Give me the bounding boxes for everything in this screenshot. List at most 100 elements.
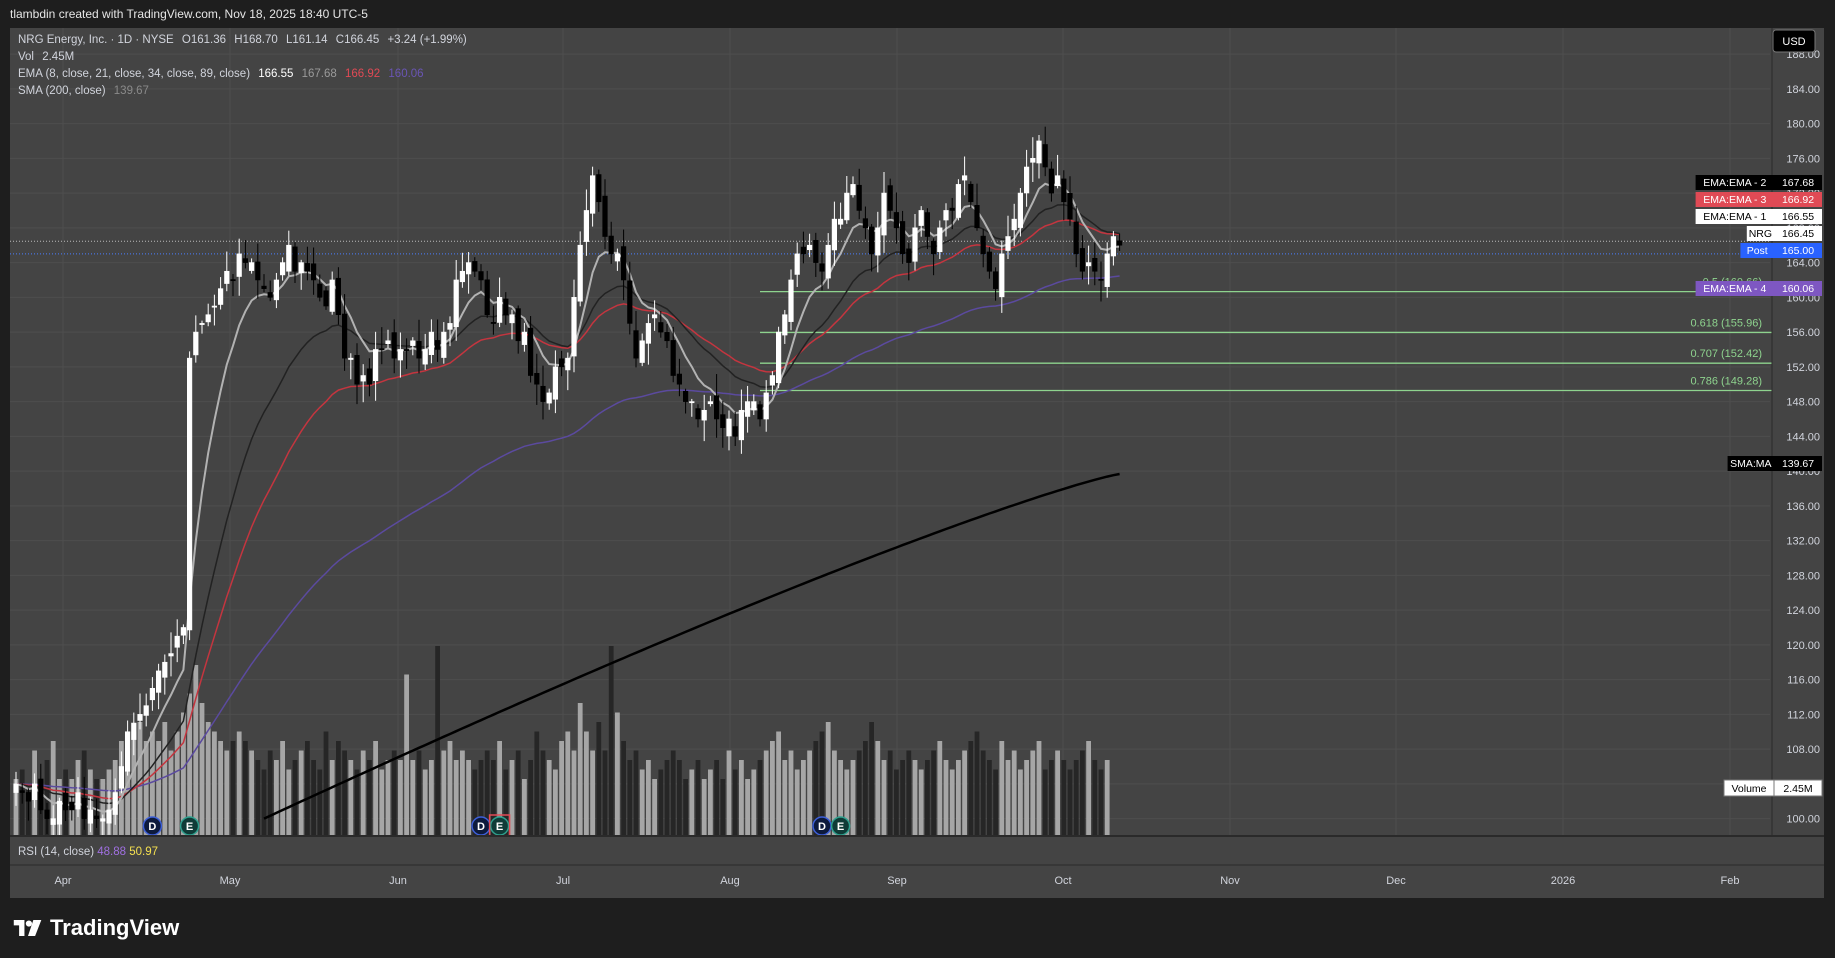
candle [304, 263, 311, 272]
volume-bar [925, 760, 930, 836]
volume-bar [174, 731, 180, 836]
candle [441, 331, 447, 358]
fib-label: 0.707 (152.42) [1690, 348, 1762, 360]
time-tick-label: Sep [887, 875, 907, 887]
volume-bar [633, 750, 639, 836]
currency-button[interactable]: USD [1772, 29, 1816, 53]
volume-bar [1018, 769, 1023, 836]
candle [924, 212, 930, 237]
volume-bar [869, 722, 874, 836]
volume-bar [565, 731, 571, 836]
rsi-label[interactable]: RSI (14, close) [18, 846, 95, 858]
chart-header: tlambdin created with TradingView.com, N… [10, 7, 368, 21]
volume-bar [974, 731, 980, 836]
volume-bar [956, 760, 961, 836]
volume-bar [962, 750, 967, 836]
candle [267, 292, 273, 298]
tradingview-logo[interactable]: TradingView [12, 915, 179, 941]
candle [775, 331, 782, 384]
volume-bar [255, 760, 261, 836]
candle [1042, 144, 1048, 168]
volume-bar [441, 750, 447, 836]
candle [1117, 240, 1123, 246]
candle [1110, 236, 1116, 257]
volume-bar [503, 769, 509, 836]
candle [974, 205, 980, 229]
candle [354, 355, 360, 385]
time-tick-label: May [220, 875, 241, 887]
candle [149, 688, 156, 701]
price-tick-label: 144.00 [1786, 431, 1820, 443]
gridlines [10, 28, 1770, 836]
currency-label: USD [1782, 36, 1805, 48]
candle [602, 195, 608, 237]
price-tick-label: 148.00 [1786, 397, 1820, 409]
time-tick-label: Dec [1386, 875, 1406, 887]
sma-200-line [263, 472, 1120, 820]
volume-bar [1024, 760, 1029, 836]
price-tick-label: 152.00 [1786, 362, 1820, 374]
volume-bar [1030, 750, 1036, 836]
volume-bar [968, 741, 974, 836]
volume-label[interactable]: Vol [18, 51, 34, 63]
volume-bar [298, 750, 304, 836]
candle [391, 332, 397, 359]
candle [385, 340, 391, 345]
volume-bar [367, 760, 372, 836]
candle [980, 235, 986, 255]
tag-value: 166.45 [1782, 228, 1814, 240]
ema-value-2: 167.68 [301, 68, 337, 80]
tag-label-bg [1695, 209, 1774, 224]
volume-tag-value: 2.45M [1783, 783, 1812, 795]
ema-label[interactable]: EMA (8, close, 21, close, 34, close, 89,… [18, 68, 251, 80]
candle [769, 375, 775, 386]
volume-bar [515, 750, 521, 836]
sma-label[interactable]: SMA (200, close) [18, 85, 106, 97]
volume-bar [404, 674, 409, 836]
volume-bar [732, 769, 738, 836]
candle [459, 270, 466, 283]
volume-bar [422, 769, 428, 836]
volume-bar [608, 646, 614, 836]
candle [410, 340, 416, 346]
tag-label: EMA:EMA - 3 [1703, 194, 1766, 206]
symbol-name[interactable]: NRG Energy, Inc. · 1D · NYSE [18, 34, 174, 46]
candle [658, 322, 664, 333]
candle [689, 401, 695, 404]
time-axis: Apr May Jun Jul Aug Sep Oct Nov Dec 2026 Feb [10, 864, 1824, 887]
candle [713, 395, 720, 420]
price-tick-label: 120.00 [1786, 640, 1820, 652]
price-chart[interactable]: 0.5 (160.66)0.618 (155.96)0.707 (152.42)… [10, 28, 1824, 898]
volume-bar [416, 750, 422, 836]
volume-bar [267, 750, 273, 836]
tag-value-bg [1774, 209, 1822, 224]
tag-value: 160.06 [1782, 283, 1814, 295]
tag-label: EMA:EMA - 4 [1703, 283, 1766, 295]
candle [633, 330, 639, 359]
candle [527, 327, 534, 376]
candle [627, 280, 633, 324]
candle [156, 670, 162, 693]
volume-bar [596, 722, 602, 836]
candle [397, 349, 404, 361]
chart-legend: NRG Energy, Inc. · 1D · NYSE O161.36 H16… [18, 32, 467, 100]
candle [422, 349, 428, 365]
volume-bar [168, 750, 174, 836]
tag-label-bg [1695, 175, 1774, 190]
volume-bar [863, 741, 868, 836]
candle [614, 253, 620, 262]
candle [738, 409, 744, 441]
candle [218, 288, 224, 305]
tag-value: 167.68 [1782, 177, 1814, 189]
candle [955, 184, 961, 218]
candle [850, 184, 856, 196]
change-value: +3.24 (+1.99%) [387, 34, 467, 46]
candle [930, 240, 937, 255]
volume-bar [664, 760, 670, 836]
volume-line: Vol 2.45M [18, 49, 467, 66]
candle [31, 783, 38, 800]
volume-bar [224, 750, 230, 836]
volume-bar [478, 760, 484, 836]
open-label: O [181, 34, 191, 46]
volume-value: 2.45M [42, 51, 75, 63]
